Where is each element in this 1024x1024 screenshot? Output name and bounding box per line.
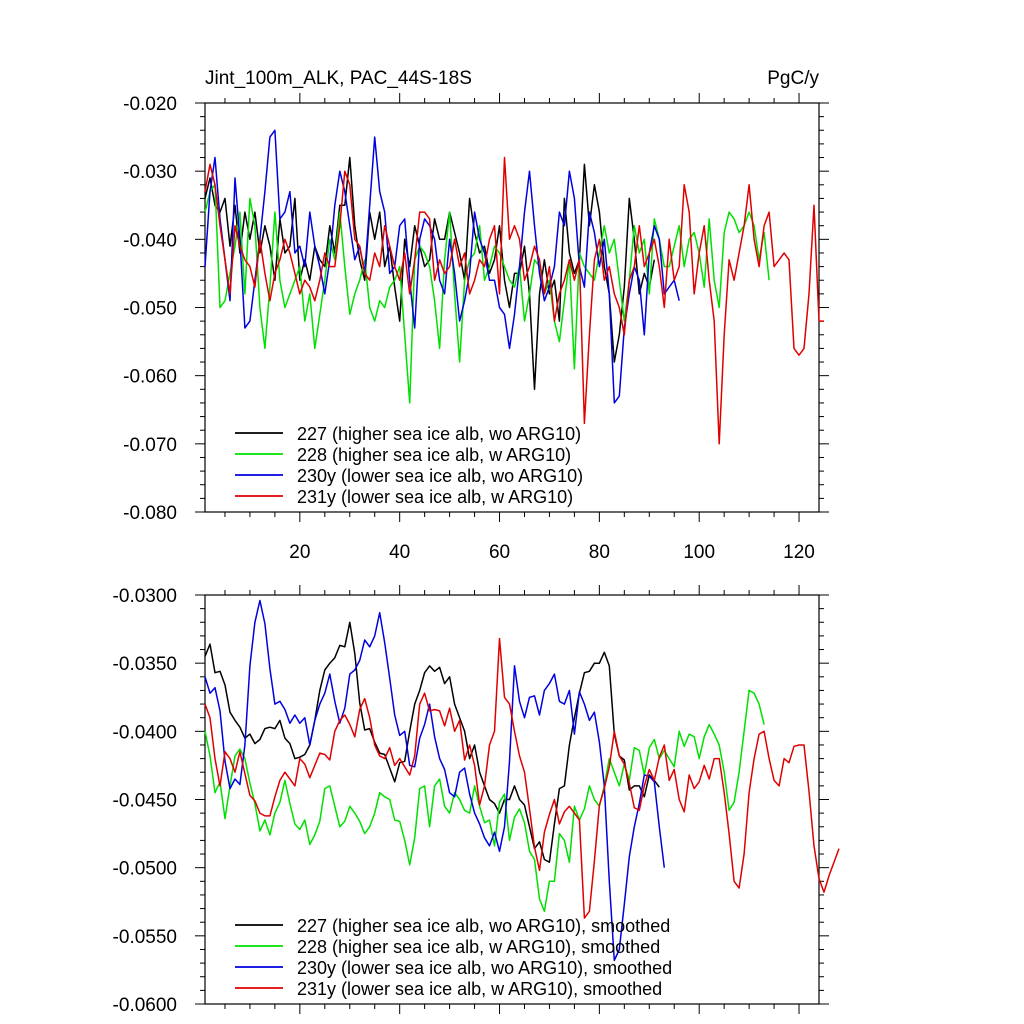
series-line [204,689,765,913]
legend-label: 227 (higher sea ice alb, wo ARG10) [297,424,581,444]
y-tick-label: -0.050 [123,299,177,320]
series-lines [204,599,840,962]
x-tick-label: 100 [683,542,715,563]
y-tick-label: -0.040 [123,230,177,251]
axis-ticks [195,585,829,1014]
y-tick-label: -0.0600 [113,995,177,1016]
legend: 227 (higher sea ice alb, wo ARG10)228 (h… [235,424,583,507]
y-tick-label: -0.0500 [113,859,177,880]
y-tick-label: -0.0350 [113,654,177,675]
x-tick-label: 60 [489,542,510,563]
y-tick-label: -0.0450 [113,791,177,812]
y-tick-label: -0.080 [123,503,177,524]
y-tick-label: -0.070 [123,435,177,456]
bottom-panel: -0.0300 -0.0350 -0.0400 -0.0450 -0.0500 -0.05… [113,585,840,1016]
legend: 227 (higher sea ice alb, wo ARG10), smoo… [235,916,672,999]
y-tick-label: -0.030 [123,162,177,183]
legend-label: 231y (lower sea ice alb, w ARG10), smoot… [297,979,662,999]
y-tick-labels: -0.020 -0.030 -0.040 -0.050 -0.060 -0.070 -0.0… [123,94,177,524]
series-line [204,637,840,919]
y-tick-labels: -0.0300 -0.0350 -0.0400 -0.0450 -0.0500 -0.05… [113,586,177,1016]
legend-label: 231y (lower sea ice alb, w ARG10) [297,487,573,507]
top-panel: Jint_100m_ALK, PAC_44S-18S PgC/y -0.020-… [123,68,829,563]
legend-label: 230y (lower sea ice alb, wo ARG10) [297,466,583,486]
axis-ticks [195,93,829,522]
series-line [204,621,660,863]
chart-title: Jint_100m_ALK, PAC_44S-18S [205,68,472,89]
series-line [204,129,680,404]
x-tick-labels: 20 40 60 80 100 120 [289,542,815,563]
y-tick-label: -0.0550 [113,927,177,948]
units-label: PgC/y [767,68,819,89]
legend-label: 230y (lower sea ice alb, wo ARG10), smoo… [297,958,672,978]
series-lines [204,129,824,445]
legend-label: 228 (higher sea ice alb, w ARG10) [297,445,571,465]
y-tick-label: -0.0400 [113,722,177,743]
legend-label: 227 (higher sea ice alb, wo ARG10), smoo… [297,916,670,936]
y-tick-label: -0.020 [123,94,177,115]
x-tick-label: 40 [389,542,410,563]
y-tick-label: -0.060 [123,367,177,388]
x-tick-label: 20 [289,542,310,563]
series-line [204,156,824,445]
series-line [204,156,656,391]
series-line [204,599,666,962]
series-line [204,184,770,404]
x-tick-label: 80 [589,542,610,563]
legend-label: 228 (higher sea ice alb, w ARG10), smoot… [297,937,660,957]
x-tick-label: 120 [783,542,815,563]
y-tick-label: -0.0300 [113,586,177,607]
